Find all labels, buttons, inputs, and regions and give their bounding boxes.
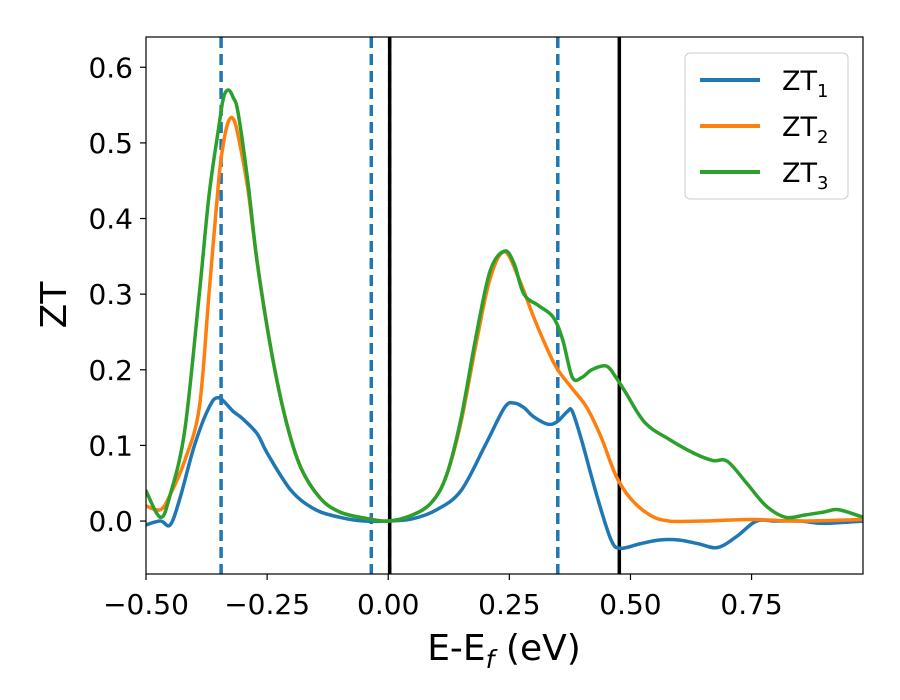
x-tick-label-5: 0.50	[599, 588, 661, 621]
legend-label-2: ZT2	[782, 112, 828, 148]
x-tick-label-4: 0.25	[478, 588, 540, 621]
legend-entry-3: ZT3	[700, 158, 828, 194]
reference-lines	[219, 37, 622, 574]
x-tick-label-6: 0.75	[720, 588, 782, 621]
y-tick-label-3: 0.2	[88, 354, 133, 387]
series-line-1	[146, 395, 863, 551]
x-tick-label-2: −0.25	[224, 588, 310, 621]
x-axis-ticks: −0.50 −0.25 0.00 0.25 0.50 0.75	[103, 574, 783, 621]
legend-entry-1: ZT1	[700, 66, 828, 102]
y-tick-label-6: 0.5	[88, 127, 133, 160]
legend: ZT1 ZT2 ZT3	[684, 52, 849, 200]
plot-area-frame	[145, 36, 864, 575]
y-tick-label-4: 0.3	[88, 278, 133, 311]
x-axis-label: E-Ef (eV)	[427, 628, 581, 674]
x-tick-label-1: −0.50	[103, 588, 189, 621]
y-axis-ticks: 0.0 0.1 0.2 0.3 0.4 0.5 0.6	[88, 51, 146, 538]
y-tick-label-2: 0.1	[88, 429, 133, 462]
x-axis-label-unit: (eV)	[494, 628, 580, 669]
legend-entry-2: ZT2	[700, 112, 828, 148]
legend-label-1: ZT1	[782, 66, 828, 102]
legend-label-3: ZT3	[782, 158, 828, 194]
y-axis-label: ZT	[34, 281, 75, 329]
y-tick-label-1: 0.0	[88, 505, 133, 538]
x-tick-label-3: 0.00	[357, 588, 419, 621]
x-axis-label-main: E-E	[427, 628, 485, 669]
legend-box	[684, 52, 849, 200]
series-lines	[146, 88, 863, 551]
y-tick-label-5: 0.4	[88, 203, 133, 236]
series-line-3	[146, 88, 863, 523]
y-tick-label-7: 0.6	[88, 51, 133, 84]
